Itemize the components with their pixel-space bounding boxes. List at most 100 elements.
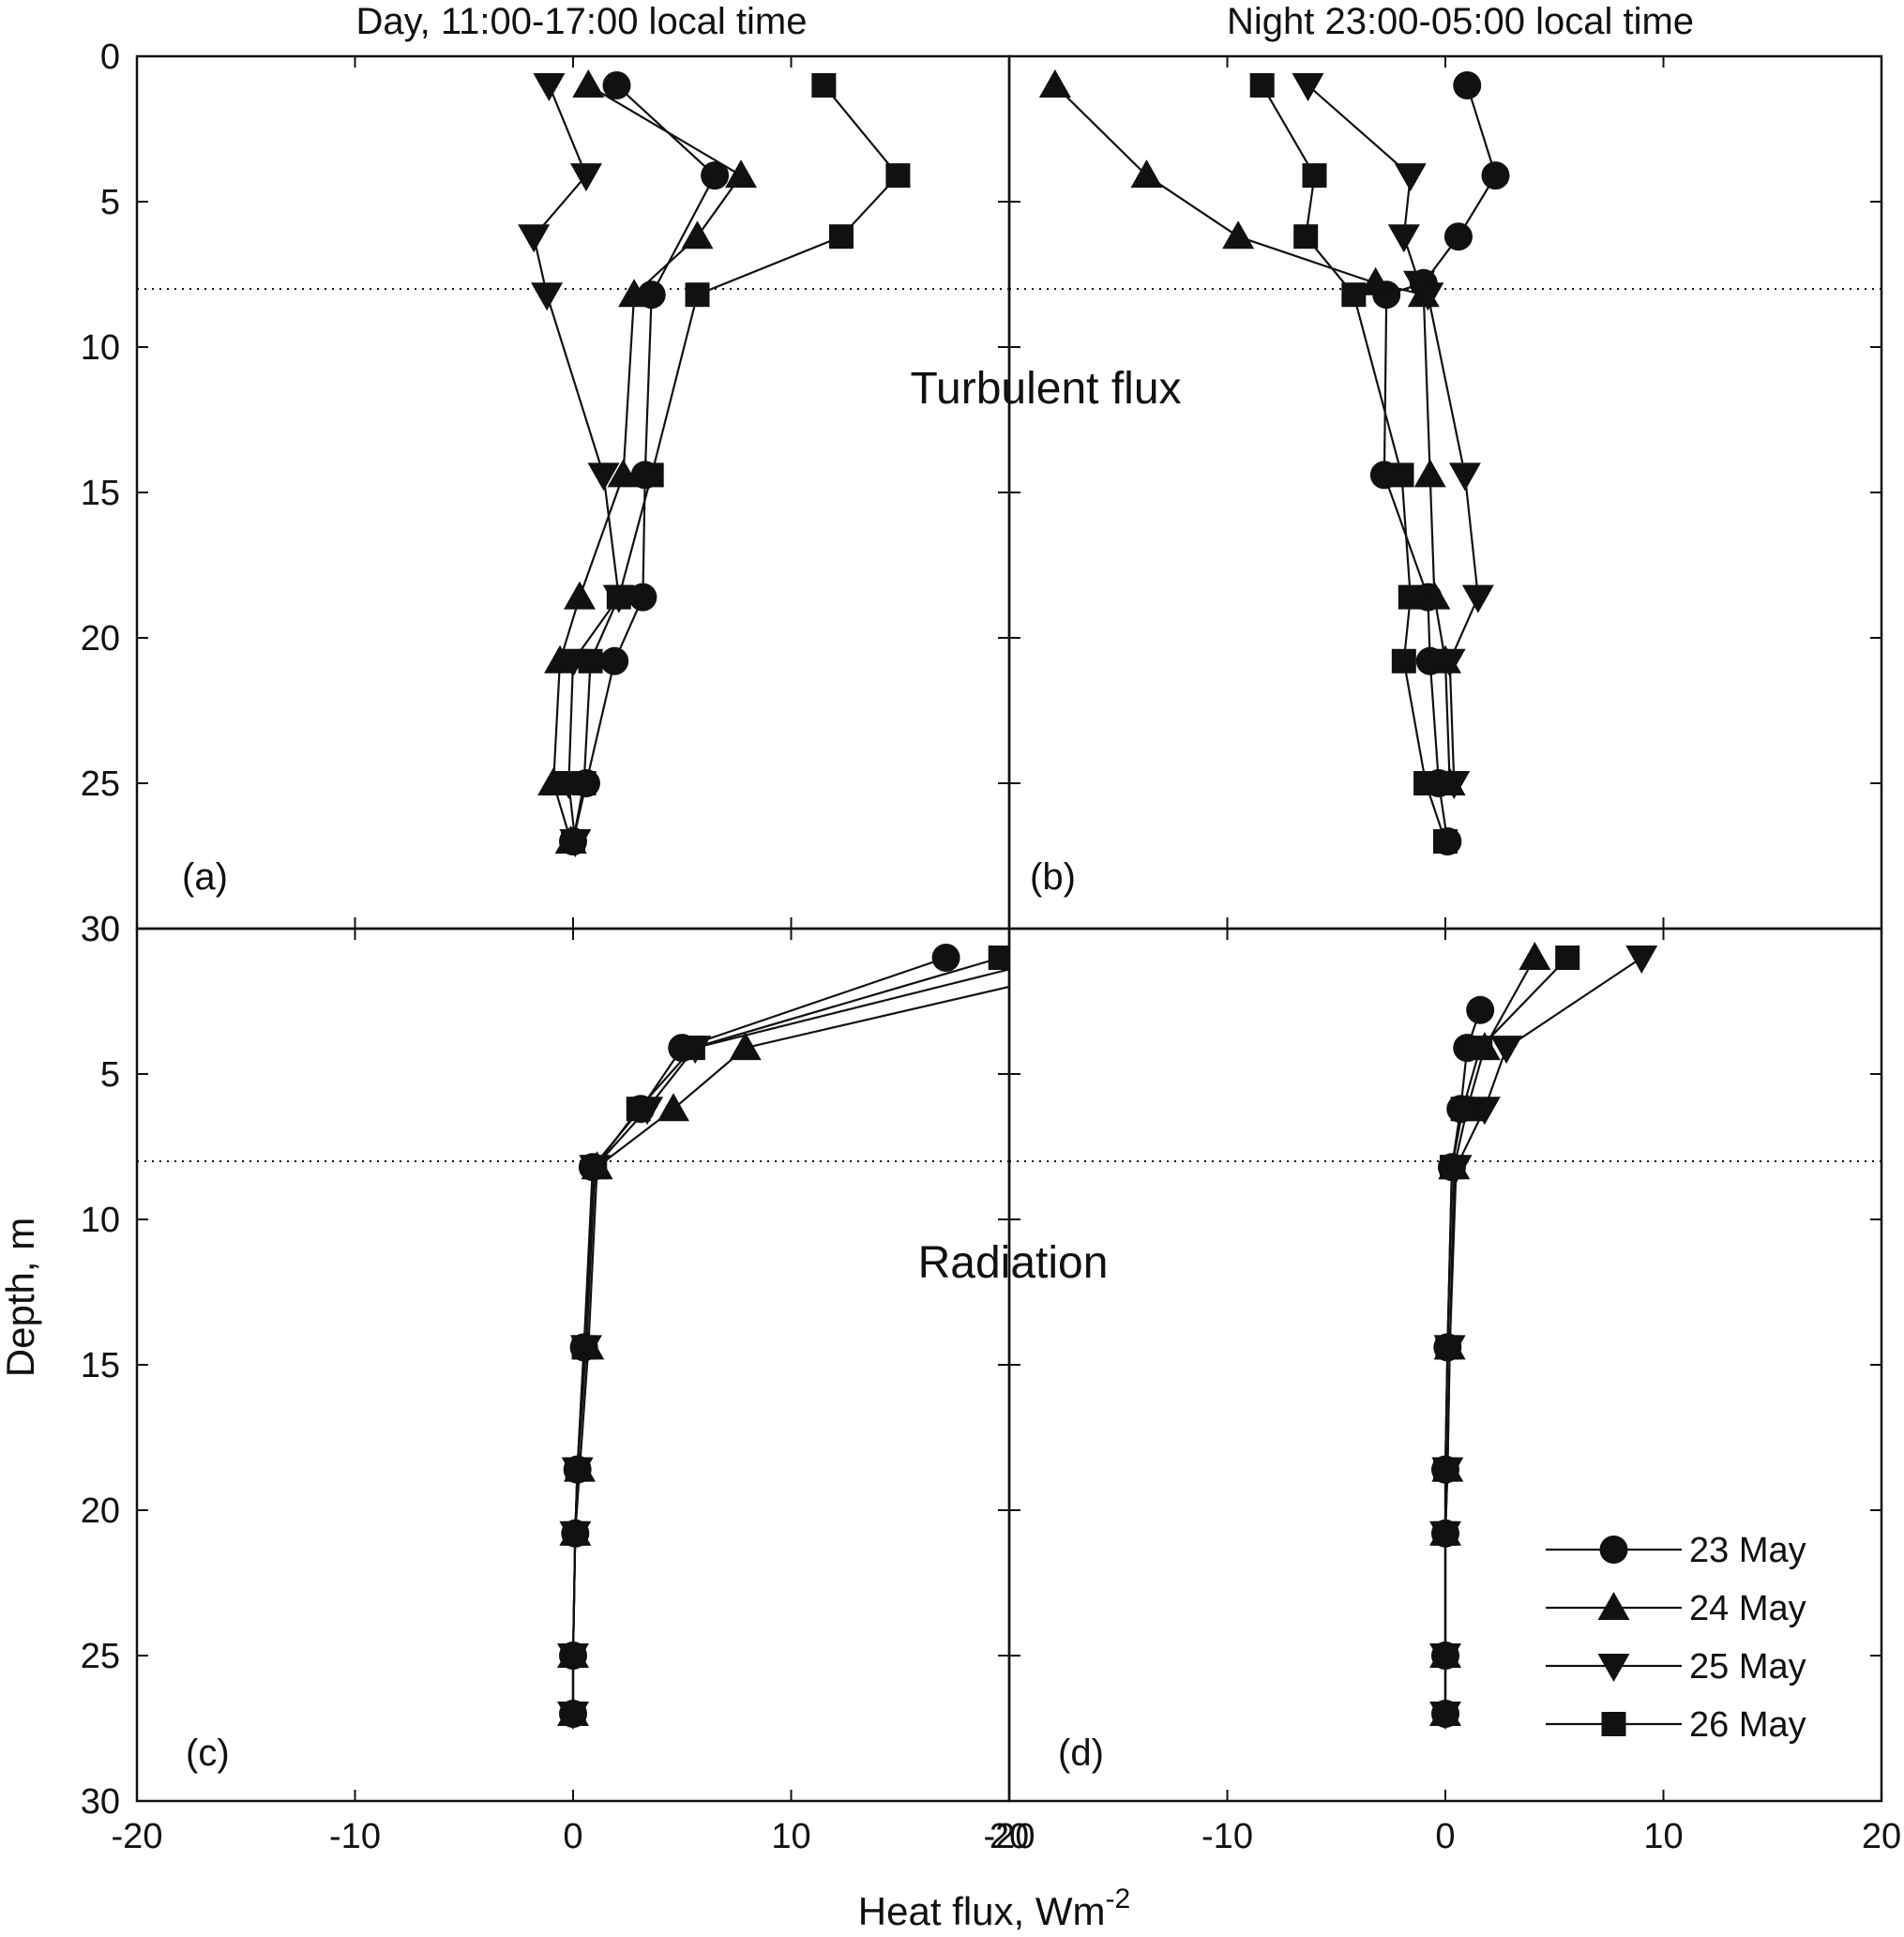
series-marker-a-23-may-1 (701, 161, 730, 190)
series-marker-c-24-may-1 (729, 1032, 762, 1061)
series-marker-c-26-may-4 (571, 1335, 597, 1360)
series-marker-b-26-may-0 (1249, 73, 1275, 98)
series-group-b (1038, 69, 1510, 855)
series-marker-d-26-may-2 (1450, 1097, 1475, 1122)
series-marker-b-25-may-4 (1412, 282, 1444, 311)
x-tick-label-d-1: -10 (1201, 1817, 1253, 1856)
y-tick-label-a-3: 15 (81, 474, 120, 513)
series-marker-a-24-may-2 (681, 220, 714, 250)
x-tick-label-d-4: 20 (1862, 1817, 1901, 1856)
series-marker-c-26-may-7 (561, 1643, 585, 1668)
series-marker-c-26-may-5 (565, 1457, 590, 1482)
series-marker-d-25-may-2 (1468, 1097, 1501, 1126)
x-tick-label-c-0: -20 (112, 1817, 163, 1856)
series-marker-a-25-may-1 (569, 163, 602, 192)
series-line-b-23-may (1383, 84, 1497, 842)
series-marker-c-26-may-8 (561, 1702, 585, 1726)
series-marker-a-26-may-0 (811, 73, 837, 98)
legend-marker-25-may (1597, 1654, 1630, 1682)
series-marker-a-24-may-1 (725, 159, 758, 189)
x-axis-title-superscript: -2 (1106, 1884, 1131, 1914)
panel-letter-c: (c) (186, 1733, 230, 1774)
x-tick-label-d-2: 0 (1435, 1817, 1455, 1856)
series-marker-a-24-may-7 (537, 767, 570, 795)
series-marker-b-23-may-0 (1453, 71, 1482, 99)
series-marker-a-23-may-0 (602, 71, 631, 99)
series-marker-b-25-may-8 (1438, 771, 1471, 799)
x-tick-label-d-3: 10 (1643, 1817, 1683, 1856)
series-marker-d-26-may-3 (1439, 1155, 1464, 1180)
series-marker-a-26-may-2 (828, 224, 854, 250)
series-marker-a-23-may-4 (628, 583, 657, 612)
series-marker-d-26-may-8 (1433, 1702, 1458, 1726)
series-marker-a-25-may-3 (531, 282, 564, 311)
legend-label-24-may: 24 May (1689, 1589, 1806, 1628)
series-marker-d-26-may-6 (1433, 1521, 1458, 1546)
series-marker-b-26-may-3 (1341, 282, 1367, 308)
series-marker-d-26-may-7 (1433, 1643, 1458, 1668)
series-marker-b-26-may-7 (1413, 771, 1439, 795)
legend-marker-23-may (1599, 1536, 1628, 1564)
series-marker-a-24-may-5 (563, 581, 596, 610)
series-marker-b-24-may-6 (1418, 581, 1451, 610)
legend-marker-26-may (1601, 1712, 1626, 1736)
series-marker-a-26-may-4 (639, 462, 664, 488)
x-tick-label-c-1: -10 (329, 1817, 381, 1856)
series-marker-a-25-may-2 (518, 224, 551, 253)
y-tick-label-a-2: 10 (81, 328, 120, 368)
panel-title-a: Turbulent flux (910, 364, 1181, 414)
series-marker-d-24-may-0 (1519, 942, 1551, 970)
series-marker-c-26-may-2 (626, 1097, 651, 1122)
y-tick-label-a-4: 20 (81, 619, 120, 658)
panels-layer: 0 5 10 15 20 25 30 Turbulent flux (a) (b) 0 5 10 15 20… (81, 38, 1901, 1856)
series-marker-a-26-may-1 (885, 163, 911, 189)
series-marker-b-26-may-2 (1293, 224, 1319, 250)
series-marker-a-25-may-0 (533, 73, 566, 101)
series-marker-a-24-may-3 (618, 279, 651, 308)
series-marker-b-23-may-2 (1443, 222, 1473, 251)
series-marker-a-24-may-4 (607, 459, 640, 488)
series-marker-d-26-may-0 (1555, 946, 1580, 970)
series-group-d (1429, 942, 1658, 1730)
y-tick-label-c-4: 20 (81, 1491, 120, 1531)
column-title-night: Night 23:00-05:00 local time (1227, 1, 1694, 42)
legend-marker-24-may (1597, 1592, 1630, 1620)
series-marker-a-26-may-3 (685, 282, 710, 308)
series-marker-c-26-may-6 (563, 1521, 588, 1546)
y-tick-label-a-0: 0 (100, 38, 120, 77)
y-tick-label-a-6: 30 (81, 910, 120, 949)
series-marker-b-24-may-5 (1413, 459, 1446, 488)
series-marker-a-23-may-5 (600, 646, 629, 675)
series-marker-a-24-may-0 (572, 69, 605, 98)
panel-d: -20 -10 0 10 20 (d) (984, 927, 1901, 1856)
panel-letter-d: (d) (1058, 1733, 1104, 1774)
series-marker-d-26-may-1 (1468, 1036, 1493, 1061)
x-tick-label-c-4: 20 (990, 1817, 1029, 1856)
series-marker-a-26-may-8 (561, 829, 585, 854)
series-marker-d-23-may-0 (1466, 995, 1495, 1024)
series-marker-a-26-may-5 (606, 584, 631, 610)
series-marker-a-25-may-4 (587, 462, 620, 492)
series-group-a (518, 69, 911, 857)
y-tick-label-c-5: 25 (81, 1637, 120, 1676)
series-marker-c-24-may-2 (657, 1093, 689, 1122)
x-tick-label-d-0: -20 (984, 1817, 1035, 1856)
legend: 23 May 24 May 25 May 26 May (1546, 1531, 1806, 1745)
series-marker-b-25-may-5 (1448, 462, 1481, 492)
x-tick-label-c-3: 10 (771, 1817, 810, 1856)
y-tick-label-c-2: 10 (81, 1201, 120, 1240)
series-marker-c-26-may-3 (582, 1155, 608, 1180)
y-tick-label-c-6: 30 (81, 1782, 120, 1822)
series-marker-b-24-may-2 (1222, 220, 1255, 250)
series-marker-b-26-may-4 (1389, 462, 1414, 488)
y-tick-label-c-0: 0 (100, 910, 120, 949)
x-tick-label-c-2: 0 (563, 1817, 582, 1856)
legend-label-23-may: 23 May (1689, 1531, 1806, 1570)
series-marker-b-26-may-5 (1398, 584, 1423, 610)
series-marker-d-25-may-1 (1490, 1036, 1523, 1065)
panel-a: 0 5 10 15 20 25 30 Turbulent flux (a) (81, 38, 1182, 949)
series-marker-b-23-may-1 (1481, 161, 1510, 190)
series-marker-b-25-may-6 (1461, 584, 1494, 613)
